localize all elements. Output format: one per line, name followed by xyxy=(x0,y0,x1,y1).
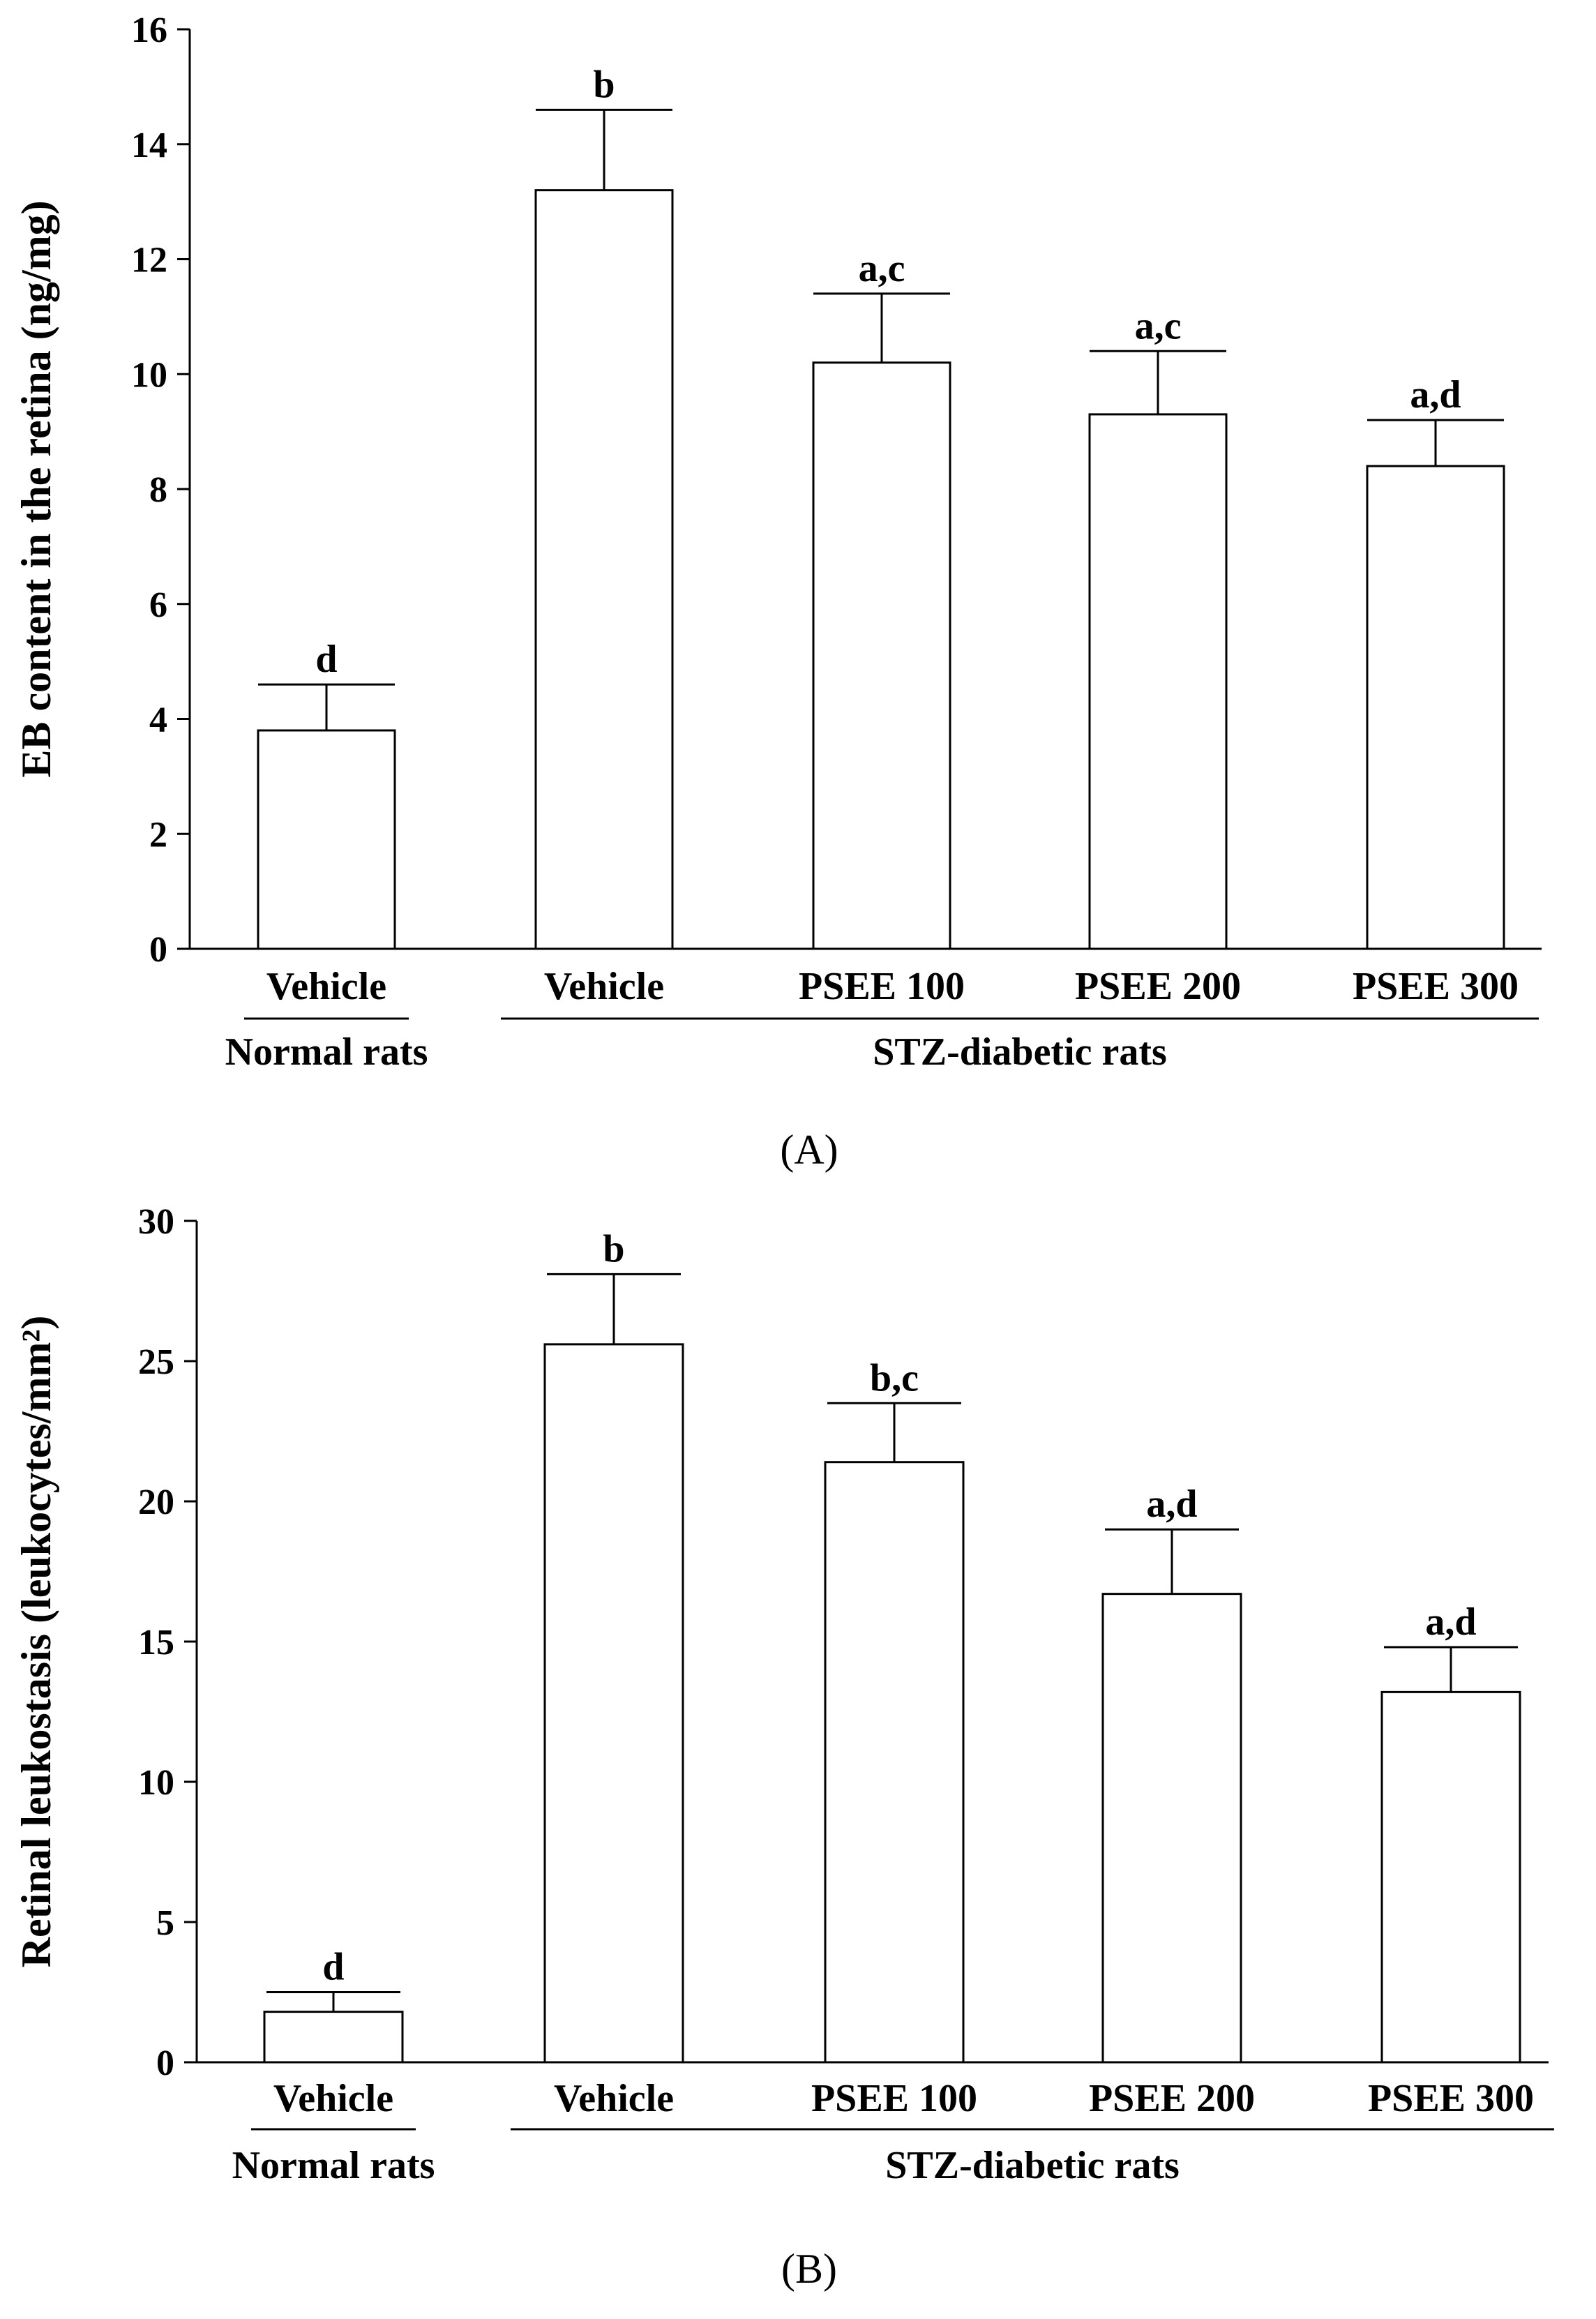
bar xyxy=(263,2011,404,2064)
bar xyxy=(1366,465,1505,950)
significance-label: a,d xyxy=(1425,1600,1476,1644)
y-tick-label: 30 xyxy=(138,1202,174,1242)
y-tick-label: 5 xyxy=(156,1903,174,1943)
y-tick-label: 10 xyxy=(138,1763,174,1803)
group-label: STZ-diabetic rats xyxy=(885,2144,1180,2187)
y-axis-title: EB content in the retina (ng/mg) xyxy=(13,200,59,777)
category-label: Vehicle xyxy=(273,2077,393,2120)
category-label: PSEE 300 xyxy=(1368,2077,1534,2120)
category-label: PSEE 100 xyxy=(811,2077,977,2120)
group-label: Normal rats xyxy=(232,2144,435,2187)
significance-label: b xyxy=(603,1227,624,1270)
significance-label: a,d xyxy=(1146,1483,1197,1526)
panel-label: (A) xyxy=(780,1127,838,1173)
category-label: PSEE 100 xyxy=(799,965,965,1008)
category-label: PSEE 300 xyxy=(1353,965,1519,1008)
y-axis-title: Retinal leukostasis (leukocytes/mm²) xyxy=(13,1316,59,1968)
y-tick-label: 20 xyxy=(138,1483,174,1522)
y-tick-label: 16 xyxy=(131,10,167,50)
y-tick-label: 8 xyxy=(149,470,167,510)
significance-label: b xyxy=(593,63,615,106)
bar xyxy=(543,1343,684,2064)
y-tick-label: 25 xyxy=(138,1342,174,1382)
y-tick-label: 0 xyxy=(149,930,167,970)
significance-label: b,c xyxy=(870,1356,919,1399)
category-label: PSEE 200 xyxy=(1089,2077,1255,2120)
significance-label: d xyxy=(315,638,337,681)
category-label: Vehicle xyxy=(544,965,664,1008)
category-label: Vehicle xyxy=(266,965,386,1008)
chart-panel-a: 0 2 4 6 8 10 12 14 16 EB content in the retina (n… xyxy=(13,10,1542,1173)
y-tick-label: 15 xyxy=(138,1623,174,1663)
significance-label: a,d xyxy=(1410,373,1461,416)
bar xyxy=(534,189,674,950)
bar xyxy=(257,729,396,950)
panel-label: (B) xyxy=(781,2246,837,2292)
bar xyxy=(1101,1593,1242,2064)
bar xyxy=(1380,1690,1521,2064)
group-label: STZ-diabetic rats xyxy=(873,1030,1167,1074)
category-label: PSEE 200 xyxy=(1075,965,1241,1008)
significance-label: d xyxy=(322,1946,344,1989)
bar xyxy=(812,361,951,950)
significance-label: a,c xyxy=(859,247,905,290)
chart-panel-b: 0 5 10 15 20 25 30 Retinal leukostasis (leukocy… xyxy=(13,1202,1554,2292)
y-tick-label: 10 xyxy=(131,355,167,395)
y-tick-label: 6 xyxy=(149,585,167,625)
y-tick-label: 14 xyxy=(131,126,167,165)
significance-label: a,c xyxy=(1135,304,1182,347)
y-tick-label: 4 xyxy=(149,700,167,740)
bar xyxy=(824,1461,965,2064)
y-tick-label: 0 xyxy=(156,2043,174,2083)
y-tick-label: 2 xyxy=(149,815,167,855)
group-label: Normal rats xyxy=(225,1030,428,1074)
bar xyxy=(1088,413,1228,950)
y-tick-label: 12 xyxy=(131,241,167,280)
category-label: Vehicle xyxy=(554,2077,674,2120)
